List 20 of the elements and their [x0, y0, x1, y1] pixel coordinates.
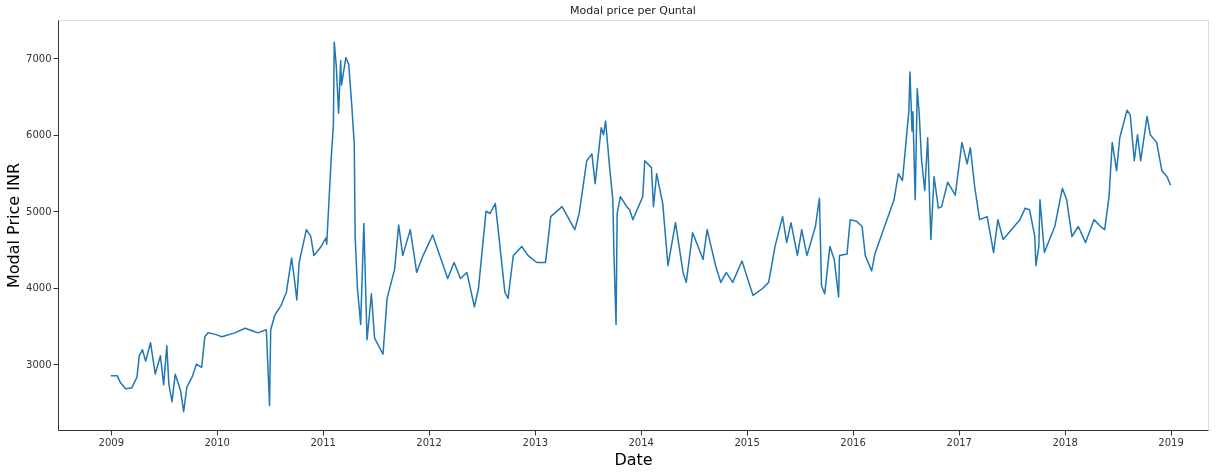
x-tick-label: 2017 — [946, 436, 972, 448]
chart-title: Modal price per Quntal — [570, 4, 696, 17]
x-tick-label: 2018 — [1052, 436, 1078, 448]
x-tick-label: 2014 — [628, 436, 654, 448]
x-tick-label: 2011 — [310, 436, 336, 448]
y-axis-title: Modal Price INR — [4, 162, 24, 289]
y-tick-label: 3000 — [26, 358, 52, 370]
x-tick-label: 2013 — [522, 436, 548, 448]
x-axis-title: Date — [614, 449, 653, 469]
x-tick-label: 2010 — [204, 436, 230, 448]
x-tick-label: 2012 — [416, 436, 442, 448]
line-series — [110, 41, 1172, 413]
x-tick-label: 2016 — [840, 436, 866, 448]
x-tick-label: 2015 — [734, 436, 760, 448]
y-tick-label: 7000 — [26, 52, 52, 64]
x-tick-label: 2019 — [1158, 436, 1184, 448]
x-tick-label: 2009 — [98, 436, 125, 448]
y-tick-label: 5000 — [26, 205, 52, 217]
y-tick-label: 6000 — [26, 129, 52, 141]
y-tick-label: 4000 — [26, 282, 52, 294]
